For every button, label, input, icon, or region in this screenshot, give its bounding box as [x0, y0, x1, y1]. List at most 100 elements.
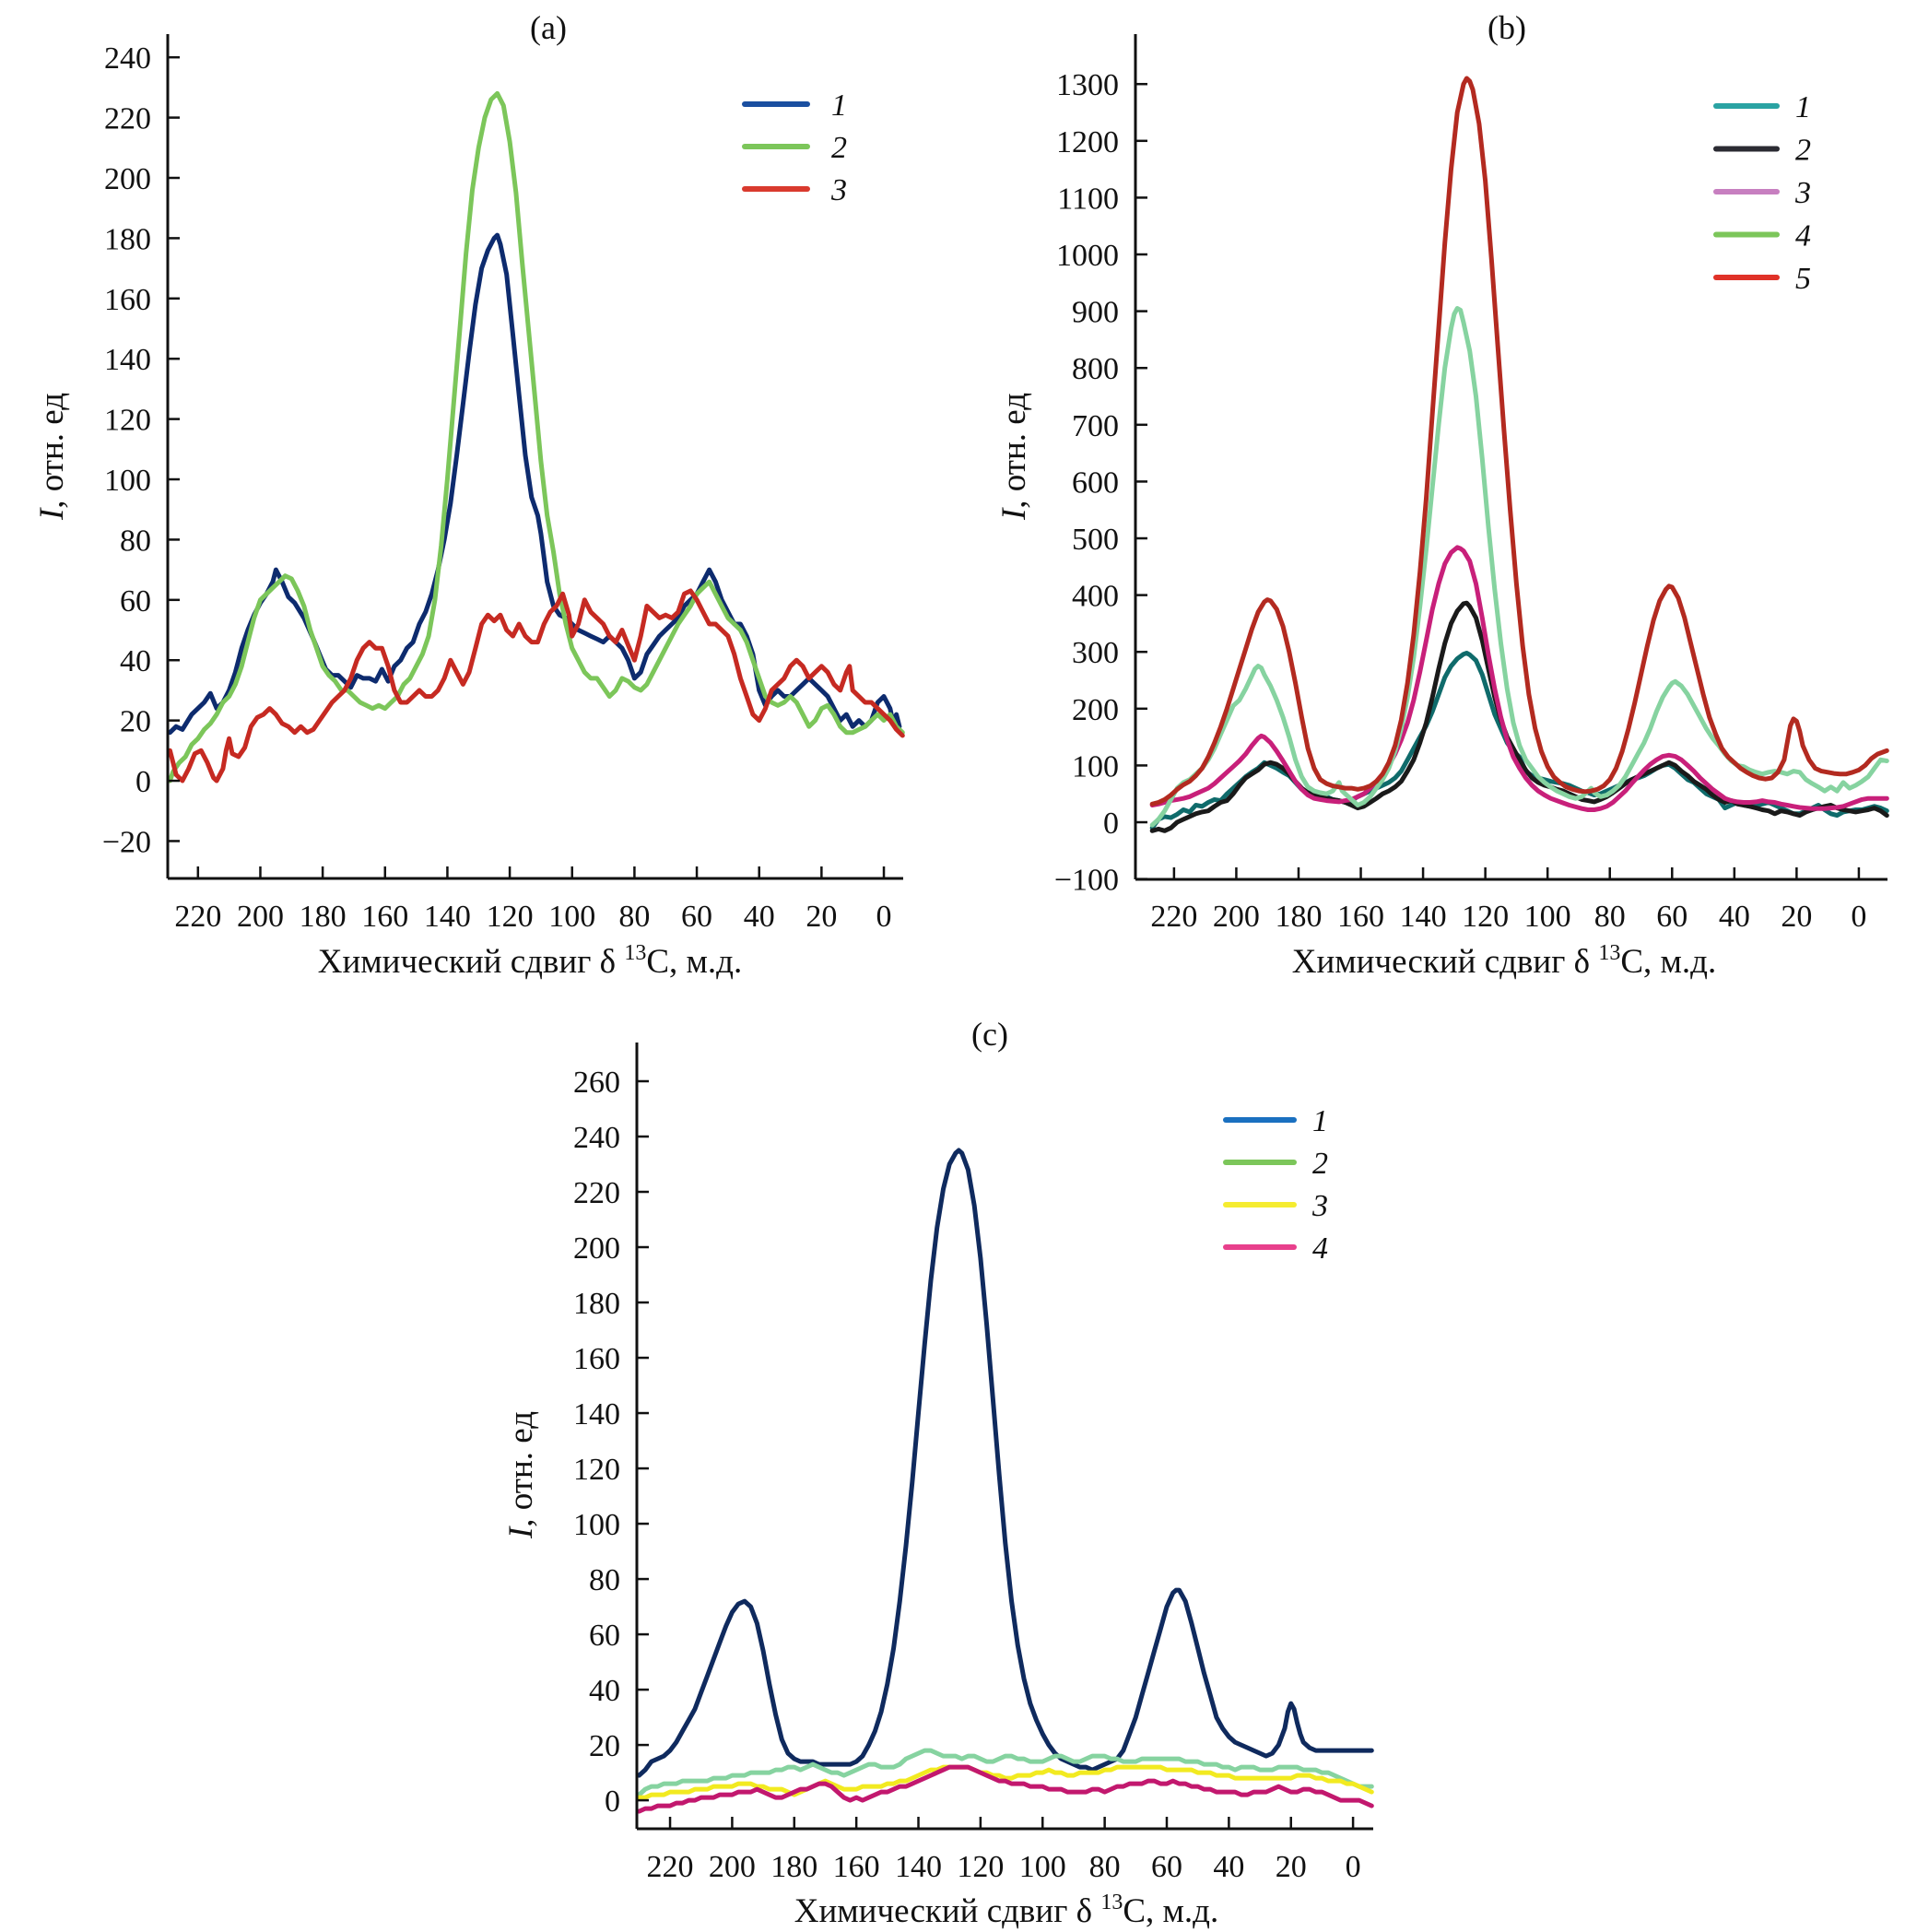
- x-axis-label-prefix: Химический сдвиг δ: [318, 943, 625, 981]
- x-tick-label: 40: [1719, 900, 1750, 934]
- y-tick-label: 160: [104, 283, 151, 317]
- x-tick-label: 80: [1594, 900, 1626, 934]
- legend-label: 3: [1794, 176, 1811, 210]
- x-tick-label: 140: [1400, 900, 1447, 934]
- legend-item: 2: [1223, 1147, 1328, 1181]
- y-tick-label: 400: [1072, 580, 1119, 614]
- y-tick-label: 180: [573, 1287, 620, 1321]
- legend-label: 2: [1795, 134, 1811, 168]
- y-tick-label: 800: [1072, 352, 1119, 386]
- series-line-4: [637, 1764, 1374, 1814]
- y-tick-label: 40: [589, 1674, 620, 1708]
- x-tick-label: 60: [1151, 1850, 1182, 1884]
- y-tick-label: 0: [605, 1785, 620, 1819]
- y-tick-label: 1000: [1056, 239, 1119, 273]
- y-tick-label: 200: [573, 1231, 620, 1266]
- y-tick-label: 240: [573, 1121, 620, 1155]
- series-line-1: [168, 232, 902, 736]
- x-axis-label: Химический сдвиг δ 13C, м.д.: [794, 1891, 1219, 1930]
- x-axis-label-superscript: 13: [624, 941, 646, 965]
- x-tick-label: 0: [876, 900, 892, 934]
- y-axis-label: I, отн. ед: [33, 393, 71, 521]
- legend-item: 2: [1713, 134, 1811, 168]
- panel-a: (a)−200204060801001201401601802002202402…: [33, 9, 905, 981]
- y-tick-label: 20: [589, 1729, 620, 1763]
- y-axis-label-symbol: I: [995, 507, 1033, 521]
- y-tick-label: 80: [589, 1563, 620, 1597]
- panel-b: (b)−100010020030040050060070080090010001…: [995, 9, 1889, 981]
- y-tick-label: 80: [120, 524, 151, 558]
- panel-title: (a): [530, 9, 567, 46]
- y-tick-label: 220: [573, 1176, 620, 1210]
- series-group: [168, 90, 905, 783]
- series-line-2: [168, 90, 905, 783]
- y-tick-label: 0: [135, 765, 151, 799]
- x-tick-label: 180: [300, 900, 347, 934]
- series-line-3: [168, 588, 905, 783]
- y-tick-label: 60: [589, 1619, 620, 1653]
- x-tick-label: 120: [1462, 900, 1509, 934]
- y-tick-label: 200: [104, 162, 151, 196]
- legend-item: 5: [1713, 262, 1811, 296]
- y-tick-label: 1100: [1057, 182, 1119, 216]
- x-axis-label-prefix: Химический сдвиг δ: [1292, 943, 1599, 981]
- panel-title: (b): [1488, 9, 1526, 46]
- y-tick-label: 260: [573, 1066, 620, 1100]
- series-line-3: [637, 1764, 1374, 1800]
- x-axis-label-suffix: C, м.д.: [646, 943, 742, 981]
- x-tick-label: 20: [806, 900, 837, 934]
- y-tick-label: 220: [104, 102, 151, 136]
- x-axis-label-superscript: 13: [1100, 1891, 1123, 1914]
- series-line-5: [1149, 76, 1889, 807]
- y-tick-label: 100: [573, 1508, 620, 1542]
- x-tick-label: 80: [618, 900, 650, 934]
- legend-item: 2: [742, 131, 847, 165]
- legend-item: 3: [1223, 1189, 1328, 1223]
- y-tick-label: −100: [1054, 864, 1119, 898]
- legend-label: 5: [1795, 262, 1811, 296]
- x-tick-label: 80: [1089, 1850, 1121, 1884]
- y-tick-label: 120: [573, 1453, 620, 1487]
- y-tick-label: 100: [104, 464, 151, 498]
- legend: 1 2 3 4 5: [1713, 90, 1811, 296]
- x-tick-label: 120: [487, 900, 534, 934]
- y-tick-label: 40: [120, 644, 151, 678]
- legend: 1 2 3: [742, 88, 847, 207]
- x-tick-label: 100: [1524, 900, 1571, 934]
- y-tick-label: 600: [1072, 465, 1119, 500]
- legend: 1 2 3 4: [1223, 1104, 1328, 1266]
- x-tick-label: 180: [1275, 900, 1322, 934]
- y-axis-label-symbol: I: [33, 507, 71, 521]
- y-tick-label: 140: [104, 343, 151, 377]
- legend-item: 4: [1223, 1231, 1328, 1266]
- y-tick-label: −20: [102, 825, 151, 859]
- series-line-3: [1149, 545, 1889, 812]
- x-tick-label: 220: [174, 900, 221, 934]
- legend-item: 3: [742, 173, 847, 207]
- y-axis-label-units: , отн. ед: [995, 393, 1033, 509]
- x-tick-label: 20: [1781, 900, 1812, 934]
- x-axis-label-suffix: C, м.д.: [1620, 943, 1716, 981]
- panel-title: (c): [971, 1016, 1008, 1053]
- series-line-1: [637, 1148, 1374, 1778]
- x-tick-label: 0: [1851, 900, 1866, 934]
- legend-label: 3: [830, 173, 847, 207]
- x-axis-label-superscript: 13: [1598, 941, 1620, 965]
- y-tick-label: 700: [1072, 409, 1119, 443]
- x-tick-label: 220: [647, 1850, 694, 1884]
- legend-item: 1: [1713, 90, 1811, 124]
- x-tick-label: 20: [1276, 1850, 1307, 1884]
- legend-label: 1: [1795, 90, 1811, 124]
- legend-label: 2: [831, 131, 847, 165]
- y-axis-label-units: , отн. ед: [33, 393, 71, 509]
- y-axis-label: I, отн. ед: [995, 393, 1033, 521]
- x-tick-label: 60: [681, 900, 712, 934]
- x-axis-label: Химический сдвиг δ 13C, м.д.: [318, 941, 743, 981]
- y-tick-label: 900: [1072, 296, 1119, 330]
- x-tick-label: 100: [1019, 1850, 1066, 1884]
- legend-label: 2: [1312, 1147, 1328, 1181]
- y-tick-label: 140: [573, 1397, 620, 1431]
- x-tick-label: 140: [424, 900, 471, 934]
- x-tick-label: 160: [833, 1850, 880, 1884]
